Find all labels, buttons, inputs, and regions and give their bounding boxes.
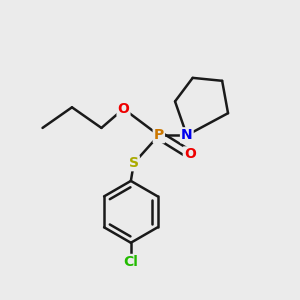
Text: Cl: Cl xyxy=(123,255,138,269)
Text: P: P xyxy=(154,128,164,142)
Text: S: S xyxy=(129,156,139,170)
Text: O: O xyxy=(118,102,129,116)
Text: N: N xyxy=(181,128,193,142)
Text: O: O xyxy=(184,147,196,161)
